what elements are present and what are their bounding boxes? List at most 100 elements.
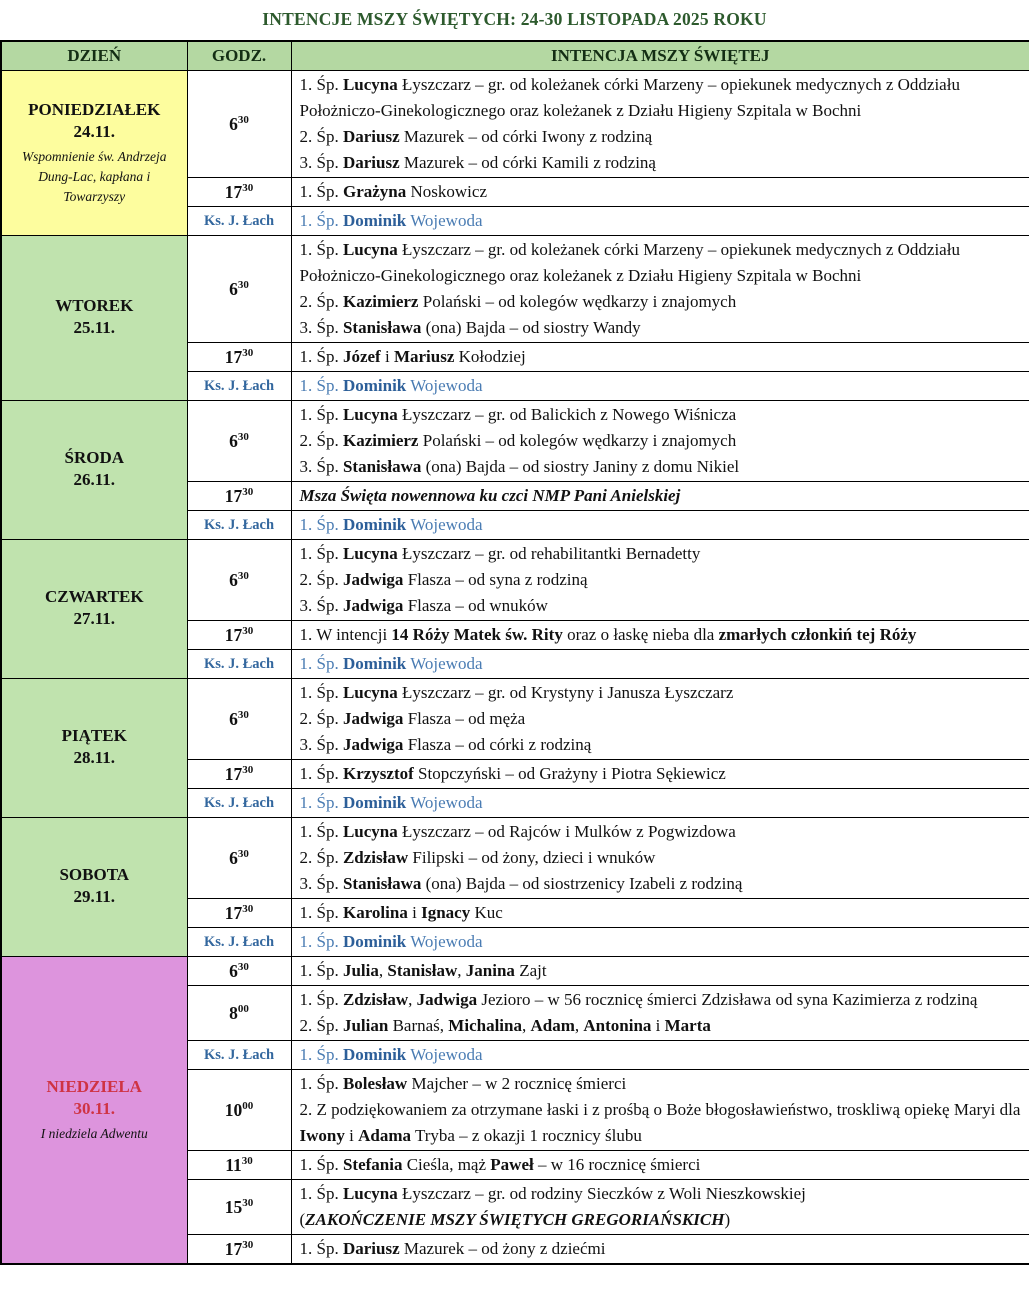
intention-line: 2. Śp. Julian Barnaś, Michalina, Adam, A… — [299, 1016, 711, 1035]
intention-cell: 1. Śp. Dominik Wojewoda — [290, 206, 1029, 236]
mass-row-niedziela-1: 800 1. Śp. Zdzisław, Jadwiga Jezioro – w … — [1, 985, 1029, 1041]
intention-cell: 1. Śp. Lucyna Łyszczarz – gr. od Balicki… — [290, 400, 1029, 482]
intention-line: 1. Śp. Lucyna Łyszczarz – gr. od koleżan… — [299, 240, 960, 285]
mass-row-niedziela-5: 1530 1. Śp. Lucyna Łyszczarz – gr. od rod… — [1, 1179, 1029, 1235]
intention-cell: 1. Śp. Lucyna Łyszczarz – od Rajców i Mu… — [290, 817, 1029, 899]
intention-cell: 1. Śp. Krzysztof Stopczyński – od Grażyn… — [290, 759, 1029, 789]
day-date: 30.11. — [73, 1099, 116, 1119]
time-cell: 1730 — [186, 1234, 292, 1265]
priest-label: Ks. J. Łach — [186, 371, 292, 401]
intention-line: 2. Śp. Jadwiga Flasza – od syna z rodzin… — [299, 570, 588, 589]
intention-line: 3. Śp. Jadwiga Flasza – od córki z rodzi… — [299, 735, 592, 754]
intention-line: 1. Śp. Zdzisław, Jadwiga Jezioro – w 56 … — [299, 990, 978, 1009]
intention-line: 1. Śp. Lucyna Łyszczarz – od Rajców i Mu… — [299, 822, 736, 841]
mass-row-poniedzialek-0: PONIEDZIAŁEK 24.11. Wspomnienie św. Andrze… — [0, 70, 1029, 236]
intention-line: (ZAKOŃCZENIE MSZY ŚWIĘTYCH GREGORIAŃSKIC… — [299, 1210, 731, 1229]
mass-row-sroda-1: 1730 Msza Święta nowennowa ku czci NMP Pa… — [1, 481, 1029, 511]
intention-cell: 1. W intencji 14 Róży Matek św. Rity ora… — [290, 620, 1029, 650]
column-header-time: GODZ. — [186, 40, 292, 71]
time-cell: 1730 — [186, 620, 292, 650]
day-date: 26.11. — [73, 470, 116, 490]
intention-cell: 1. Śp. Julia, Stanisław, Janina Zajt — [290, 956, 1029, 986]
intention-cell: 1. Śp. Stefania Cieśla, mąż Paweł – w 16… — [290, 1150, 1029, 1180]
intention-cell: 1. Śp. Zdzisław, Jadwiga Jezioro – w 56 … — [290, 985, 1029, 1041]
time-cell: 1730 — [186, 481, 292, 511]
time-cell: 1530 — [186, 1179, 292, 1235]
mass-row-niedziela-6: 1730 1. Śp. Dariusz Mazurek – od żony z d… — [1, 1234, 1029, 1265]
day-name: ŚRODA — [64, 448, 124, 468]
mass-row-sroda-2: Ks. J. Łach 1. Śp. Dominik Wojewoda — [1, 510, 1029, 540]
intention-cell: 1. Śp. Grażyna Noskowicz — [290, 177, 1029, 207]
day-cell-czwartek: CZWARTEK 27.11. — [0, 539, 188, 679]
time-cell: 1130 — [186, 1150, 292, 1180]
mass-row-piatek-0: PIĄTEK 28.11. 630 1. Śp. Lucyna Łyszczarz –… — [0, 678, 1029, 818]
intention-line: 1. Śp. Dominik Wojewoda — [299, 376, 483, 395]
mass-row-poniedzialek-1: 1730 1. Śp. Grażyna Noskowicz — [1, 177, 1029, 207]
time-cell: 630 — [186, 400, 292, 482]
intention-cell: 1. Śp. Lucyna Łyszczarz – gr. od Krystyn… — [290, 678, 1029, 760]
intention-line: 1. Śp. Dominik Wojewoda — [299, 1045, 483, 1064]
day-note: Wspomnienie św. Andrzeja Dung-Lac, kapła… — [21, 148, 167, 205]
day-date: 24.11. — [73, 121, 116, 141]
intention-cell: 1. Śp. Dominik Wojewoda — [290, 649, 1029, 679]
time-cell: 1730 — [186, 177, 292, 207]
mass-intentions-table: DZIEŃ GODZ. INTENCJA MSZY ŚWIĘTEJ PONIED… — [0, 40, 1029, 1265]
mass-row-czwartek-2: Ks. J. Łach 1. Śp. Dominik Wojewoda — [1, 649, 1029, 679]
intention-cell: 1. Śp. Dominik Wojewoda — [290, 927, 1029, 957]
intention-cell: 1. Śp. Lucyna Łyszczarz – gr. od koleżan… — [290, 235, 1029, 343]
priest-label: Ks. J. Łach — [186, 649, 292, 679]
time-cell: 630 — [186, 235, 292, 343]
day-name: CZWARTEK — [44, 587, 144, 607]
intention-line: 1. Śp. Dominik Wojewoda — [299, 793, 483, 812]
mass-row-wtorek-2: Ks. J. Łach 1. Śp. Dominik Wojewoda — [1, 371, 1029, 401]
intention-line: 1. Śp. Julia, Stanisław, Janina Zajt — [299, 961, 547, 980]
intention-line: 1. Śp. Lucyna Łyszczarz – gr. od Balicki… — [299, 405, 737, 424]
intention-line: 1. Śp. Dominik Wojewoda — [299, 515, 483, 534]
table-header-row: DZIEŃ GODZ. INTENCJA MSZY ŚWIĘTEJ — [0, 40, 1029, 71]
priest-label: Ks. J. Łach — [186, 788, 292, 818]
day-date: 29.11. — [73, 887, 116, 907]
intention-line: 1. Śp. Grażyna Noskowicz — [299, 182, 487, 201]
intention-line: 1. Śp. Dominik Wojewoda — [299, 211, 483, 230]
day-note: I niedziela Adwentu — [40, 1125, 148, 1141]
intention-line: 1. Śp. Lucyna Łyszczarz – gr. od Krystyn… — [299, 683, 734, 702]
intention-line: 1. Śp. Lucyna Łyszczarz – gr. od rehabil… — [299, 544, 701, 563]
mass-row-niedziela-2: Ks. J. Łach 1. Śp. Dominik Wojewoda — [1, 1040, 1029, 1070]
intention-line: 1. W intencji 14 Róży Matek św. Rity ora… — [299, 625, 917, 644]
intention-line: 2. Śp. Jadwiga Flasza – od męża — [299, 709, 526, 728]
mass-intentions-document: INTENCJE MSZY ŚWIĘTYCH: 24-30 LISTOPADA … — [0, 9, 1029, 1265]
column-header-day: DZIEŃ — [0, 40, 188, 71]
day-date: 25.11. — [73, 318, 116, 338]
intention-line: 1. Śp. Dominik Wojewoda — [299, 932, 483, 951]
intention-line: 1. Śp. Karolina i Ignacy Kuc — [299, 903, 503, 922]
time-cell: 630 — [186, 539, 292, 621]
time-cell: 630 — [186, 956, 292, 986]
day-cell-piatek: PIĄTEK 28.11. — [0, 678, 188, 818]
mass-row-sobota-0: SOBOTA 29.11. 630 1. Śp. Lucyna Łyszczarz –… — [0, 817, 1029, 957]
day-cell-sroda: ŚRODA 26.11. — [0, 400, 188, 540]
mass-row-sroda-0: ŚRODA 26.11. 630 1. Śp. Lucyna Łyszczarz – … — [0, 400, 1029, 540]
mass-row-wtorek-1: 1730 1. Śp. Józef i Mariusz Kołodziej — [1, 342, 1029, 372]
priest-label: Ks. J. Łach — [186, 510, 292, 540]
intention-line: 1. Śp. Bolesław Majcher – w 2 rocznicę ś… — [299, 1074, 627, 1093]
time-cell: 1730 — [186, 759, 292, 789]
mass-row-sobota-2: Ks. J. Łach 1. Śp. Dominik Wojewoda — [1, 927, 1029, 957]
intention-cell: 1. Śp. Lucyna Łyszczarz – gr. od koleżan… — [290, 70, 1029, 178]
mass-row-piatek-1: 1730 1. Śp. Krzysztof Stopczyński – od Gr… — [1, 759, 1029, 789]
day-name: PONIEDZIAŁEK — [28, 99, 161, 119]
intention-cell: 1. Śp. Józef i Mariusz Kołodziej — [290, 342, 1029, 372]
page-title: INTENCJE MSZY ŚWIĘTYCH: 24-30 LISTOPADA … — [262, 9, 767, 29]
intention-cell: 1. Śp. Dominik Wojewoda — [290, 371, 1029, 401]
day-cell-poniedzialek: PONIEDZIAŁEK 24.11. Wspomnienie św. Andrze… — [0, 70, 188, 236]
day-cell-niedziela: NIEDZIELA 30.11. I niedziela Adwentu — [0, 956, 188, 1265]
day-date: 27.11. — [73, 609, 116, 629]
intention-line: 2. Śp. Dariusz Mazurek – od córki Iwony … — [299, 127, 653, 146]
intention-line: 2. Śp. Kazimierz Polański – od kolegów w… — [299, 431, 737, 450]
intention-cell: 1. Śp. Bolesław Majcher – w 2 rocznicę ś… — [290, 1069, 1029, 1151]
column-header-intention: INTENCJA MSZY ŚWIĘTEJ — [290, 40, 1029, 71]
intention-cell: 1. Śp. Dariusz Mazurek – od żony z dzieć… — [290, 1234, 1029, 1265]
intention-line: 1. Śp. Józef i Mariusz Kołodziej — [299, 347, 526, 366]
mass-row-niedziela-0: NIEDZIELA 30.11. I niedziela Adwentu 630 1. … — [0, 956, 1029, 1265]
mass-row-czwartek-1: 1730 1. W intencji 14 Róży Matek św. Rity… — [1, 620, 1029, 650]
intention-line: Msza Święta nowennowa ku czci NMP Pani A… — [299, 486, 681, 505]
